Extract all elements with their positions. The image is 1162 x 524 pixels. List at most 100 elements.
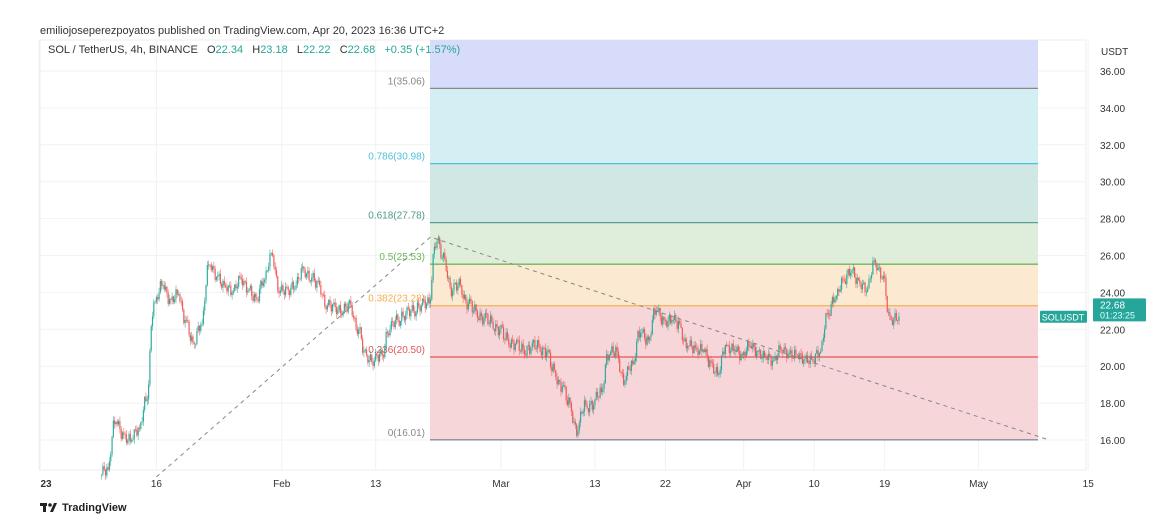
candle-body <box>334 302 336 308</box>
candle-body <box>523 349 526 355</box>
candle-body <box>499 329 501 336</box>
candle-body <box>467 303 469 310</box>
candle-body <box>255 294 257 298</box>
candle-body <box>435 246 437 248</box>
candle-body <box>208 264 210 266</box>
candle-body <box>837 289 839 297</box>
candle-body <box>315 280 317 288</box>
candle-body <box>101 474 103 476</box>
candle-body <box>793 349 796 359</box>
candle-body <box>565 386 567 401</box>
candle-body <box>692 345 694 354</box>
candle-body <box>407 307 409 310</box>
candle-body <box>339 305 342 314</box>
candle-body <box>137 427 139 436</box>
candle-body <box>309 280 312 282</box>
candle-body <box>278 291 280 294</box>
candle-body <box>861 284 864 290</box>
candle-body <box>538 340 540 346</box>
candle-body <box>489 315 492 324</box>
candle-body <box>650 334 652 337</box>
candle-body <box>188 321 190 335</box>
open-label: O <box>206 44 216 56</box>
candle-body <box>286 286 288 288</box>
candle-body <box>822 337 824 342</box>
candle-body <box>474 304 476 312</box>
candle-body <box>179 294 181 302</box>
candle-body <box>399 321 402 326</box>
candle-body <box>787 353 789 359</box>
candle-body <box>608 355 610 361</box>
candle-body <box>373 360 375 366</box>
candle-body <box>146 399 148 401</box>
candle-body <box>406 307 408 315</box>
candle-body <box>196 331 198 344</box>
last-price-badge <box>1093 298 1146 322</box>
candle-body <box>491 315 493 322</box>
candle-body <box>358 329 360 334</box>
candle-body <box>161 281 163 286</box>
candle-body <box>611 346 613 352</box>
candle-body <box>112 420 114 437</box>
candle-body <box>869 278 871 280</box>
candle-body <box>158 292 160 300</box>
candle-body <box>270 252 272 254</box>
fib-zone <box>430 264 1038 306</box>
candle-body <box>283 291 285 296</box>
candle-body <box>792 357 794 359</box>
candle-body <box>744 351 746 357</box>
candle-body <box>380 349 382 355</box>
candle-body <box>546 351 548 358</box>
candle-body <box>863 282 865 285</box>
candle-body <box>667 320 669 327</box>
candle-body <box>308 270 310 281</box>
candle-body <box>402 311 404 316</box>
candle-body <box>324 294 326 307</box>
candle-body <box>337 310 339 314</box>
candle-body <box>685 338 687 349</box>
candle-body <box>368 360 370 363</box>
candle-body <box>110 454 112 462</box>
x-tick-label: 15 <box>1083 479 1095 490</box>
candle-body <box>529 345 531 354</box>
candle-body <box>206 265 208 285</box>
high-value: 23.18 <box>260 44 288 56</box>
candle-body <box>425 303 428 309</box>
candle-body <box>865 291 867 293</box>
candle-body <box>187 320 189 322</box>
candle-body <box>360 327 362 339</box>
tradingview-brand[interactable]: TradingView <box>40 502 127 514</box>
candle-body <box>224 285 227 287</box>
candle-body <box>345 303 347 307</box>
candle-body <box>318 280 321 286</box>
candle-body <box>410 310 412 317</box>
candle-body <box>221 283 223 288</box>
candle-body <box>271 252 274 256</box>
candle-body <box>463 294 466 299</box>
fib-trend-line[interactable] <box>156 236 1050 478</box>
symbol-name[interactable]: SOL / TetherUS, 4h, BINANCE <box>48 44 198 56</box>
candle-body <box>256 297 258 300</box>
candle-body <box>346 306 348 312</box>
candle-body <box>185 319 188 321</box>
candle-body <box>211 266 214 271</box>
candle-body <box>587 408 589 413</box>
candle-body <box>616 346 618 352</box>
candle-body <box>600 387 603 393</box>
candle-body <box>510 339 512 348</box>
candle-body <box>418 302 420 307</box>
candle-body <box>619 358 621 372</box>
candle-body <box>897 320 899 322</box>
candle-body <box>568 397 570 406</box>
candle-body <box>362 338 364 353</box>
candle-body <box>480 312 482 317</box>
candle-body <box>676 321 678 329</box>
candle-body <box>154 301 156 303</box>
candle-body <box>799 353 801 360</box>
candle-body <box>647 336 650 341</box>
candle-body <box>800 353 802 355</box>
candle-body <box>878 267 881 269</box>
candle-body <box>612 346 614 353</box>
candle-body <box>159 281 161 293</box>
